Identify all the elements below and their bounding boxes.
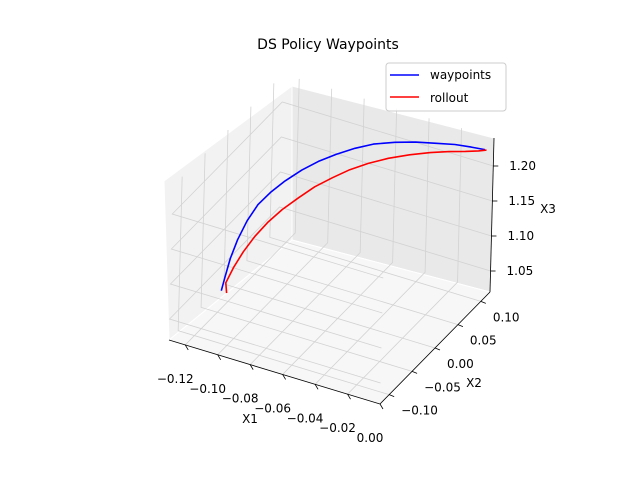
y-grid-line <box>200 153 413 372</box>
z-grid-line <box>170 136 493 314</box>
x-tick-mark <box>314 384 319 390</box>
z-tick-label: 1.05 <box>507 264 534 278</box>
y-axis-label: X2 <box>466 376 482 390</box>
y-tick-label: 0.10 <box>493 310 520 324</box>
x-tick-label: −0.12 <box>157 372 194 386</box>
y-tick-mark <box>480 300 486 304</box>
x-grid-line <box>314 118 430 385</box>
x-tick-mark <box>379 403 384 410</box>
y-tick-mark <box>389 394 395 398</box>
z-grid-line <box>169 171 492 349</box>
z-grid-line <box>171 101 494 279</box>
y-grid-line <box>246 106 459 326</box>
series-line-rollout <box>225 149 487 294</box>
y-tick-label: −0.10 <box>401 404 438 418</box>
x-grid-line <box>217 88 333 356</box>
y-tick-mark <box>457 324 464 328</box>
x-tick-label: −0.04 <box>287 411 324 425</box>
x-tick-mark <box>184 344 189 351</box>
z-axis-line <box>489 137 495 293</box>
axes-panes <box>163 85 495 405</box>
series-layer <box>220 141 487 294</box>
y-tick-label: −0.05 <box>424 380 461 394</box>
chart-title: DS Policy Waypoints <box>257 37 399 53</box>
z-tick-label: 1.10 <box>507 229 534 243</box>
z-axis-label: X3 <box>540 202 556 216</box>
x-tick-mark <box>217 354 222 360</box>
x-tick-label: −0.08 <box>222 392 259 406</box>
z-grid-line <box>168 206 491 384</box>
y-tick-label: 0.05 <box>470 334 497 348</box>
x-tick-mark <box>347 393 351 400</box>
z-ticks: 1.05 1.10 1.15 1.20 <box>490 159 536 278</box>
x-tick-mark <box>249 364 254 370</box>
y-grid-line <box>177 176 390 396</box>
x-grid-line <box>184 78 300 346</box>
y-grid-line <box>269 83 481 302</box>
x-tick-label: 0.00 <box>357 431 384 445</box>
x-grid-line <box>347 128 462 395</box>
x-axis-label: X1 <box>242 412 258 426</box>
x-ticks: −0.12−0.10−0.08−0.06−0.04−0.020.00 <box>157 344 384 445</box>
series-line-waypoints <box>220 141 486 291</box>
y-tick-label: 0.00 <box>447 357 474 371</box>
legend-label-rollout: rollout <box>430 91 469 105</box>
y-tick-mark <box>434 347 441 351</box>
legend: waypoints rollout <box>385 62 507 112</box>
y-ticks: −0.10 −0.05 0.00 0.05 0.10 <box>389 300 520 418</box>
x-axis-line <box>168 339 381 405</box>
y-grid-line <box>223 129 436 349</box>
x-tick-label: −0.06 <box>254 401 291 415</box>
legend-label-waypoints: waypoints <box>430 68 491 82</box>
grid-lines <box>168 78 495 405</box>
x-tick-label: −0.10 <box>189 382 226 396</box>
x-tick-label: −0.02 <box>319 421 356 435</box>
x-grid-line <box>249 98 365 365</box>
z-tick-label: 1.20 <box>509 159 536 173</box>
y-tick-mark <box>411 370 418 374</box>
z-tick-label: 1.15 <box>508 194 535 208</box>
x-grid-line <box>282 108 398 375</box>
x-tick-mark <box>282 374 286 380</box>
